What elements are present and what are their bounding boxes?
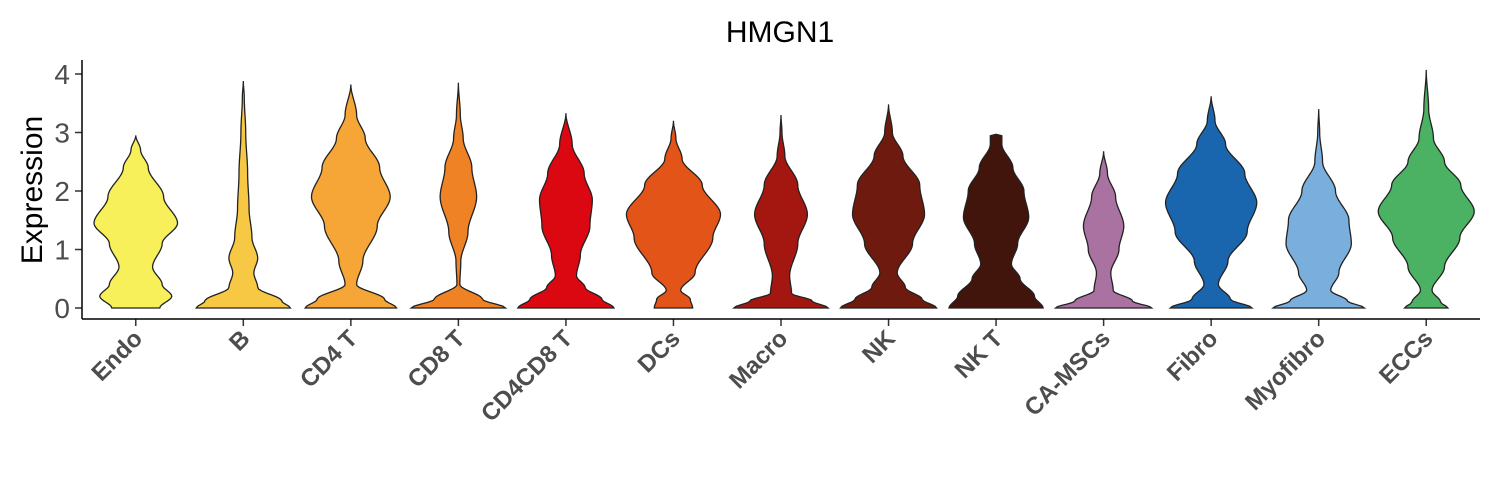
x-tick-label: NK bbox=[857, 325, 901, 369]
y-tick-label: 2 bbox=[54, 176, 70, 207]
violin-nk bbox=[839, 104, 938, 309]
x-tick-label: CA-MSCs bbox=[1019, 325, 1115, 421]
chart-title: HMGN1 bbox=[726, 16, 834, 49]
x-tick-label: CD8 T bbox=[403, 325, 471, 393]
violin-cd4-t bbox=[303, 84, 398, 309]
violins-group bbox=[93, 69, 1475, 309]
violin-b bbox=[194, 81, 292, 309]
violin-endo bbox=[93, 135, 179, 309]
y-axis-label: Expression bbox=[16, 116, 49, 264]
y-axis-ticks: 0 1 2 3 4 bbox=[54, 59, 82, 324]
violin-dcs bbox=[625, 120, 722, 309]
x-tick-label: ECCs bbox=[1374, 325, 1438, 389]
x-tick-label: Endo bbox=[86, 325, 148, 387]
violin-ca-mscs bbox=[1053, 151, 1154, 309]
violin-myofibro bbox=[1271, 109, 1367, 309]
violin-nk-t bbox=[948, 133, 1044, 309]
x-tick-label: CD4 T bbox=[295, 325, 363, 393]
violin-cd8-t bbox=[409, 82, 508, 309]
y-tick-label: 0 bbox=[54, 293, 70, 324]
x-tick-label: NK T bbox=[950, 325, 1009, 384]
violin-fibro bbox=[1164, 96, 1258, 309]
x-tick-label: B bbox=[224, 325, 255, 356]
x-tick-label: CD4CD8 T bbox=[476, 325, 578, 427]
x-tick-label: Macro bbox=[724, 325, 793, 394]
y-tick-label: 4 bbox=[54, 59, 70, 90]
x-tick-label: DCs bbox=[633, 325, 686, 378]
y-tick-label: 3 bbox=[54, 118, 70, 149]
violin-cd4cd8-t bbox=[516, 113, 616, 309]
x-tick-label: Myofibro bbox=[1240, 325, 1331, 416]
violin-eccs bbox=[1377, 69, 1475, 309]
y-tick-label: 1 bbox=[54, 235, 70, 266]
x-tick-label: Fibro bbox=[1162, 325, 1224, 387]
x-axis-ticks: Endo B CD4 T CD8 T CD4CD8 T DCs Macro NK NK T CA-… bbox=[86, 319, 1438, 427]
violin-macro bbox=[732, 114, 830, 309]
